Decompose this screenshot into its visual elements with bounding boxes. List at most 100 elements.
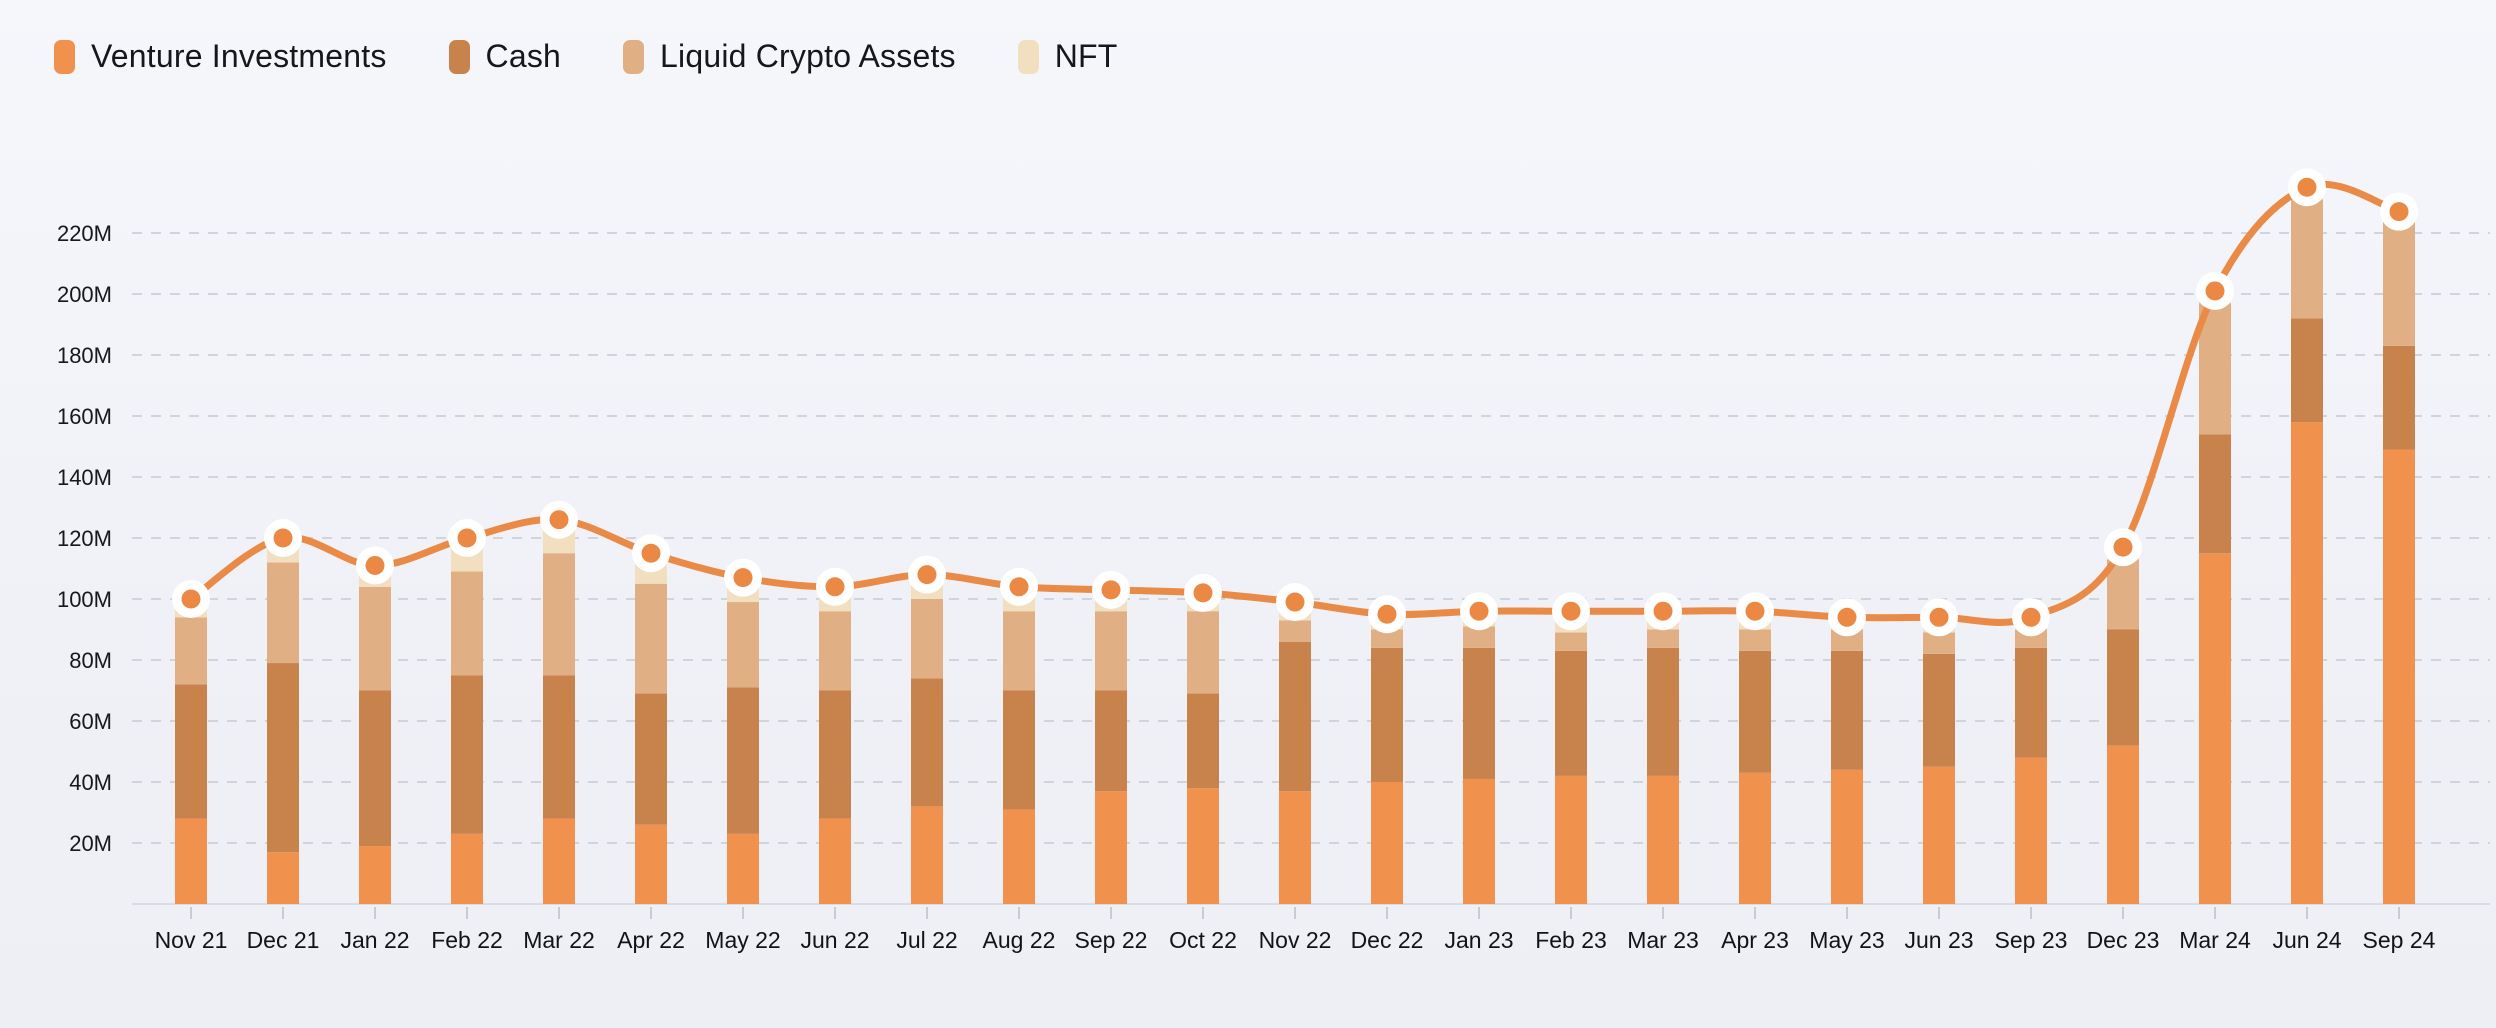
bar-segment-liquid-crypto-assets	[267, 562, 299, 664]
bar-oct-22[interactable]	[1187, 592, 1219, 904]
bar-feb-23[interactable]	[1555, 611, 1587, 904]
dot-core	[733, 568, 753, 588]
bar-segment-liquid-crypto-assets	[2199, 303, 2231, 435]
x-axis-label: Nov 22	[1259, 927, 1332, 953]
total-dot-jan-23[interactable]	[1460, 592, 1498, 631]
total-dot-nov-22[interactable]	[1276, 583, 1314, 622]
bar-nov-22[interactable]	[1279, 602, 1311, 904]
dot-core	[2205, 281, 2225, 301]
bar-segment-venture-investments	[1555, 775, 1587, 904]
bar-segment-cash	[1923, 653, 1955, 767]
total-dot-mar-24[interactable]	[2196, 271, 2234, 310]
y-axis-label: 40M	[69, 770, 112, 795]
bar-segment-venture-investments	[267, 852, 299, 904]
bar-sep-23[interactable]	[2015, 617, 2047, 904]
total-dot-jun-23[interactable]	[1920, 598, 1958, 637]
bar-segment-venture-investments	[451, 833, 483, 904]
bar-segment-liquid-crypto-assets	[1555, 632, 1587, 651]
y-axis-label: 180M	[57, 343, 112, 368]
bar-sep-24[interactable]	[2383, 211, 2415, 904]
total-dot-sep-22[interactable]	[1092, 570, 1130, 609]
liquid-crypto-assets-swatch-icon	[623, 39, 645, 74]
dot-core	[1653, 601, 1673, 621]
x-axis-label: Jun 22	[800, 927, 869, 953]
total-dot-dec-22[interactable]	[1368, 595, 1406, 634]
total-dot-jun-24[interactable]	[2288, 168, 2326, 207]
dot-core	[1561, 601, 1581, 621]
legend-item-nft[interactable]: NFT	[1017, 38, 1118, 75]
total-dot-jan-22[interactable]	[356, 546, 394, 585]
x-axis-label: Dec 22	[1351, 927, 1424, 953]
bar-apr-22[interactable]	[635, 553, 667, 904]
bar-mar-23[interactable]	[1647, 611, 1679, 904]
total-dot-dec-23[interactable]	[2104, 528, 2142, 567]
x-axis-label: Jun 24	[2272, 927, 2341, 953]
total-dot-apr-22[interactable]	[632, 534, 670, 573]
bar-segment-cash	[2199, 434, 2231, 554]
total-dot-mar-23[interactable]	[1644, 592, 1682, 631]
bar-segment-liquid-crypto-assets	[727, 602, 759, 688]
bar-feb-22[interactable]	[451, 538, 483, 904]
x-axis-label: May 22	[705, 927, 780, 953]
bar-jun-22[interactable]	[819, 586, 851, 904]
bar-may-22[interactable]	[727, 577, 759, 904]
x-axis-label: Mar 23	[1627, 927, 1699, 953]
bar-segment-liquid-crypto-assets	[2291, 199, 2323, 319]
bar-aug-22[interactable]	[1003, 586, 1035, 904]
y-axis-label: 140M	[57, 465, 112, 490]
total-dot-feb-22[interactable]	[448, 519, 486, 557]
total-dot-may-23[interactable]	[1828, 598, 1866, 637]
bar-jan-23[interactable]	[1463, 611, 1495, 904]
bar-segment-cash	[1095, 690, 1127, 792]
total-dot-oct-22[interactable]	[1184, 573, 1222, 612]
bar-sep-22[interactable]	[1095, 589, 1127, 904]
bar-dec-23[interactable]	[2107, 547, 2139, 904]
bar-segment-venture-investments	[1003, 809, 1035, 904]
dot-core	[641, 543, 661, 563]
y-axis-label: 220M	[57, 221, 112, 246]
total-dot-nov-21[interactable]	[172, 580, 210, 618]
total-dot-jul-22[interactable]	[908, 555, 946, 594]
legend-item-cash[interactable]: Cash	[448, 38, 562, 75]
bar-segment-liquid-crypto-assets	[543, 553, 575, 676]
bar-segment-venture-investments	[2107, 745, 2139, 904]
bar-dec-22[interactable]	[1371, 614, 1403, 904]
total-dot-jun-22[interactable]	[816, 567, 854, 606]
dot-core	[2113, 537, 2133, 557]
legend-item-liquid-crypto-assets[interactable]: Liquid Crypto Assets	[623, 38, 956, 75]
total-dot-may-22[interactable]	[724, 558, 762, 597]
bar-segment-venture-investments	[2015, 757, 2047, 904]
bar-jun-23[interactable]	[1923, 617, 1955, 904]
dot-core	[1745, 601, 1765, 621]
bar-jul-22[interactable]	[911, 574, 943, 904]
bar-may-23[interactable]	[1831, 617, 1863, 904]
dot-core	[273, 528, 293, 548]
x-axis-label: Mar 24	[2179, 927, 2251, 953]
total-dot-apr-23[interactable]	[1736, 592, 1774, 631]
dot-core	[1285, 592, 1305, 612]
bar-segment-liquid-crypto-assets	[1003, 611, 1035, 691]
bar-segment-liquid-crypto-assets	[1923, 632, 1955, 654]
bar-segment-venture-investments	[2291, 422, 2323, 904]
total-dot-aug-22[interactable]	[1000, 567, 1038, 606]
total-dot-feb-23[interactable]	[1552, 592, 1590, 631]
bar-jun-24[interactable]	[2291, 187, 2323, 904]
legend-item-label: NFT	[1054, 38, 1118, 74]
bar-jan-22[interactable]	[359, 565, 391, 904]
dot-core	[2297, 177, 2317, 197]
total-dot-sep-24[interactable]	[2380, 192, 2418, 231]
bar-mar-24[interactable]	[2199, 290, 2231, 904]
bar-segment-liquid-crypto-assets	[1095, 611, 1127, 691]
legend-item-venture-investments[interactable]: Venture Investments	[54, 38, 387, 75]
total-dot-sep-23[interactable]	[2012, 598, 2050, 637]
bar-segment-liquid-crypto-assets	[1371, 629, 1403, 648]
bar-segment-venture-investments	[819, 818, 851, 904]
total-dot-dec-21[interactable]	[264, 519, 302, 557]
bar-segment-liquid-crypto-assets	[1187, 611, 1219, 694]
total-dot-mar-22[interactable]	[540, 500, 578, 539]
bar-nov-21[interactable]	[175, 599, 207, 904]
bar-dec-21[interactable]	[267, 538, 299, 904]
bar-apr-23[interactable]	[1739, 611, 1771, 904]
bar-mar-22[interactable]	[543, 519, 575, 904]
